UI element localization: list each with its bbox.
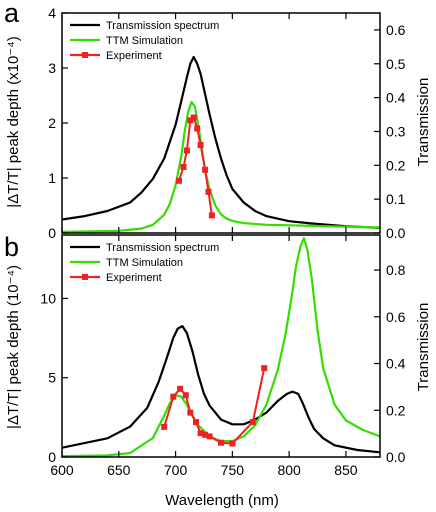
panel-b-y2-tick-label: 0.6 [386, 309, 406, 325]
panel-b-y-tick-label: 5 [48, 370, 56, 386]
panel-b-x-tick-label: 650 [107, 462, 131, 478]
panel-a-experiment-point [197, 142, 204, 148]
panel-a-y-tick-label: 3 [48, 60, 56, 76]
panel-b-plot-area [62, 237, 380, 457]
panel-b-experiment-point [229, 440, 236, 447]
panel-a-legend-experiment-label: Experiment [106, 50, 162, 62]
panel-b-y2-tick-label: 0.0 [386, 449, 406, 465]
panel-a-legend-transmission-spectrum-label: Transmission spectrum [106, 20, 219, 32]
panel-a-y2-tick-label: 0.2 [386, 157, 406, 173]
panel-a-ttm-simulation-line [62, 100, 380, 233]
panel-a-y2-tick-label: 0.5 [386, 56, 406, 72]
panel-a-experiment-point [180, 164, 187, 170]
panel-a-y2-tick-label: 0.0 [386, 225, 406, 241]
panel-b-frame [61, 234, 381, 458]
panel-a-experiment-point [187, 117, 194, 124]
panel-a-experiment-point [190, 114, 197, 121]
panel-a-experiment-point [176, 177, 182, 184]
panel-b-experiment-point [202, 431, 209, 438]
panel-b-x-tick-label: 750 [221, 462, 245, 478]
panel-b-legend-experiment-label: Experiment [106, 272, 162, 284]
panel-a-plot-area [62, 55, 380, 233]
panel-a-letter: a [4, 0, 20, 28]
panel-b-x-tick-label: 800 [277, 462, 301, 478]
panel-a-experiment-point [208, 212, 215, 219]
panel-a-experiment-point [205, 188, 212, 195]
panel-a-y2-tick-label: 0.4 [386, 90, 406, 106]
panel-a-y-tick-label: 1 [48, 170, 56, 186]
panel-a-y2-tick-label: 0.3 [386, 123, 406, 139]
panel-a-experiment-point [202, 166, 209, 173]
panel-b-legend-experiment-marker [82, 274, 88, 280]
panel-b-letter: b [4, 232, 19, 262]
panel-b-legend-ttm-simulation-label: TTM Simulation [106, 257, 183, 269]
panel-b-experiment-point [261, 365, 268, 372]
panel-b-experiment-point [161, 423, 168, 430]
panel-a-y2-tick-label: 0.6 [386, 22, 406, 38]
panel-a-legend-experiment-marker [82, 52, 88, 58]
panel-b-ttm-simulation-line [62, 237, 380, 457]
panel-a-y-axis-title: |ΔT/T| peak depth (x10⁻⁴) [5, 36, 22, 207]
panel-a-transmission-spectrum-line [62, 55, 380, 229]
panel-a-experiment-point [194, 125, 201, 132]
panel-b: b |ΔT/T| peak depth (10⁻⁴) Transmission … [4, 232, 432, 509]
panel-b-transmission-spectrum-line [62, 325, 380, 454]
panel-b-y2-tick-label: 0.2 [386, 402, 406, 418]
panel-a-y-tick-label: 2 [48, 115, 56, 131]
x-axis-title: Wavelength (nm) [165, 492, 279, 509]
panel-b-experiment-point [170, 393, 177, 400]
panel-a-experiment-line [178, 116, 213, 216]
panel-b-experiment-point [249, 419, 256, 426]
panel-b-x-tick-label: 850 [334, 462, 358, 478]
panel-b-experiment-point [182, 392, 189, 399]
panel-b-y-tick-label: 0 [48, 449, 56, 465]
panel-a-y-tick-label: 0 [48, 225, 56, 241]
panel-a-experiment-point [183, 147, 190, 154]
panel-b-experiment-point [218, 439, 224, 446]
panel-b-x-tick-label: 700 [164, 462, 188, 478]
panel-a-legend-ttm-simulation-label: TTM Simulation [106, 35, 183, 47]
panel-b-experiment-point [206, 433, 213, 440]
panel-a-y-tick-label: 4 [48, 5, 56, 21]
panel-b-y2-axis-title: Transmission [415, 303, 432, 392]
panel-b-y2-tick-label: 0.4 [386, 356, 406, 372]
panel-a-y2-axis-title: Transmission [415, 78, 432, 167]
panel-b-legend-transmission-spectrum-label: Transmission spectrum [106, 242, 219, 254]
panel-b-experiment-point [177, 385, 184, 392]
panel-b-y-axis-title: |ΔT/T| peak depth (10⁻⁴) [5, 265, 22, 429]
panel-b-experiment-point [193, 419, 199, 426]
panel-b-experiment-point [187, 409, 194, 416]
panel-a-y2-tick-label: 0.1 [386, 191, 406, 207]
panel-a: a |ΔT/T| peak depth (x10⁻⁴) Transmission… [4, 0, 432, 241]
panel-b-experiment-point [197, 430, 204, 437]
panel-b-y-tick-label: 10 [40, 290, 56, 306]
panel-b-y2-tick-label: 0.8 [386, 262, 406, 278]
panel-b-x-tick-label: 600 [50, 462, 74, 478]
